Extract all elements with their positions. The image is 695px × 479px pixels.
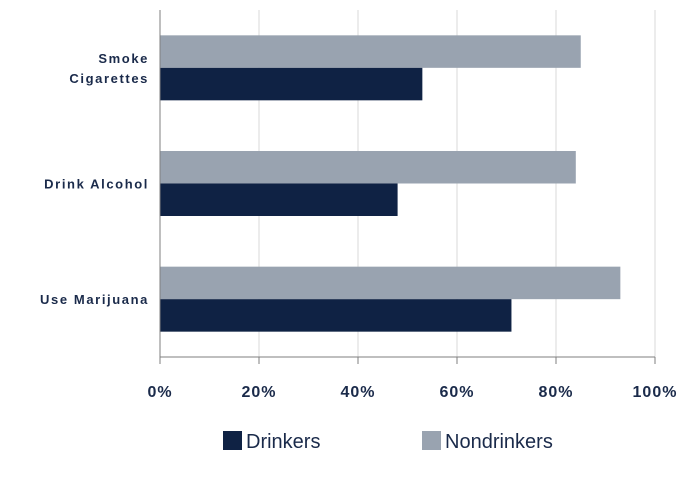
axes	[159, 10, 656, 364]
bar-nondrinkers	[160, 266, 621, 300]
legend-swatch	[422, 431, 441, 450]
bar-drinkers	[160, 67, 423, 101]
x-tick-labels: 0% 20% 40% 60% 80% 100%	[147, 384, 678, 401]
bar-drinkers	[160, 299, 512, 332]
legend: Drinkers Nondrinkers	[223, 431, 553, 453]
bar-nondrinkers	[160, 151, 576, 184]
x-tick-label: 40%	[340, 384, 375, 401]
x-tick-label: 60%	[439, 384, 474, 401]
x-tick-label: 100%	[633, 384, 678, 401]
category-label: Smoke Cigarettes	[69, 51, 149, 86]
legend-label: Drinkers	[246, 431, 320, 453]
x-tick-label: 20%	[241, 384, 276, 401]
x-tick-label: 0%	[147, 384, 172, 401]
legend-label: Nondrinkers	[445, 431, 553, 453]
x-tick-label: 80%	[538, 384, 573, 401]
bar-nondrinkers	[160, 35, 581, 68]
category-label: Use Marijuana	[40, 292, 149, 307]
category-labels: Smoke Cigarettes Drink Alcohol Use Marijuan…	[40, 51, 149, 307]
category-label: Drink Alcohol	[44, 177, 149, 192]
legend-swatch	[223, 431, 242, 450]
bars	[160, 35, 621, 332]
bar-drinkers	[160, 183, 398, 216]
